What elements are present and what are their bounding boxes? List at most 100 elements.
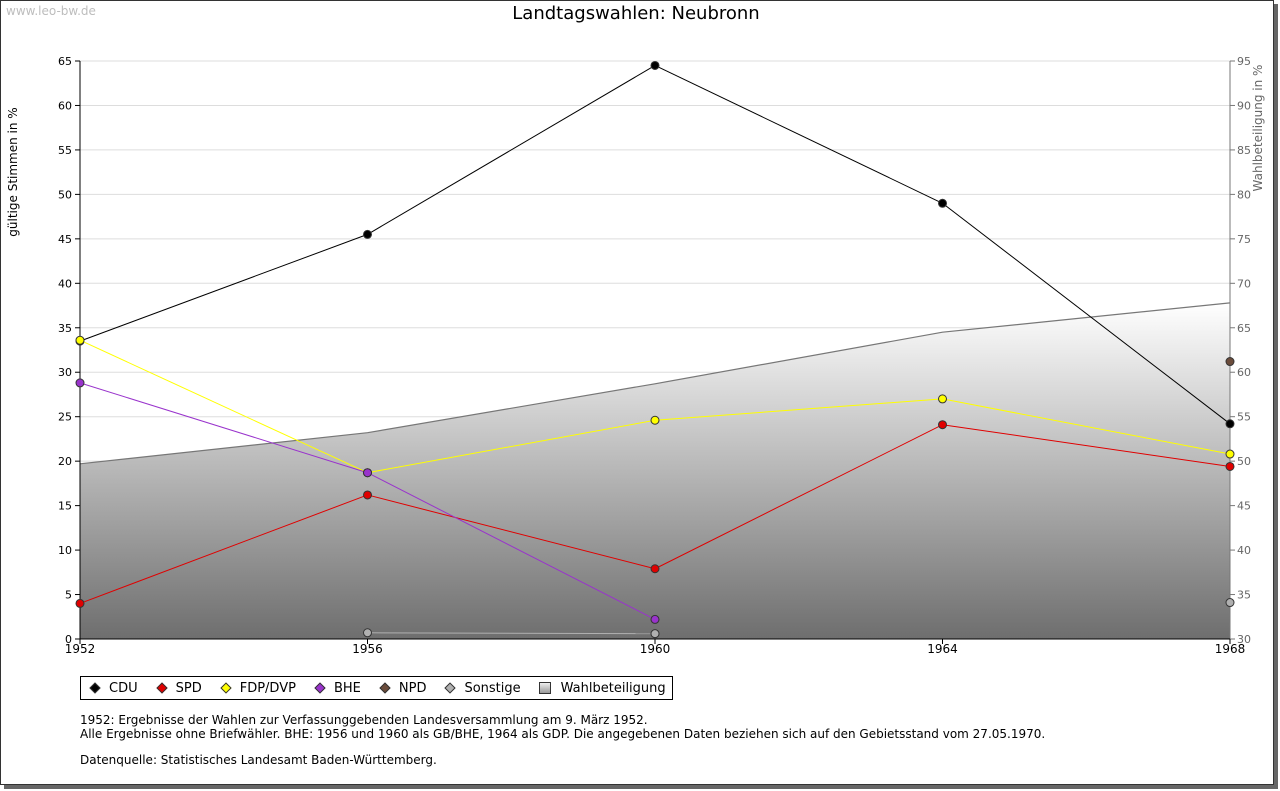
series-segment-cdu [367,65,656,235]
y2-tick-label: 70 [1237,277,1251,290]
data-point-cdu [650,60,660,70]
legend-label: NPD [398,680,427,696]
y-tick-label: 10 [58,544,72,557]
y2-tick-label: 50 [1237,455,1251,468]
data-point-fdpdvp [75,335,85,345]
data-point-sonstige [650,629,660,639]
y-tick-label: 0 [65,633,72,646]
series-segment-spd [942,424,1231,467]
data-point-spd [1225,461,1235,471]
data-point-spd [363,490,372,500]
series-segment-bhe [79,382,368,474]
y-tick-label: 30 [58,366,72,379]
series-segment-sonstige [367,632,656,635]
y2-tick-label: 65 [1237,322,1251,335]
y2-tick-label: 55 [1237,411,1251,424]
watermark: www.leo-bw.de [6,4,96,18]
y-tick-label: 60 [58,99,72,112]
legend-swatch [89,682,101,694]
y2-tick-label: 95 [1237,55,1251,68]
footnotes: 1952: Ergebnisse der Wahlen zur Verfassu… [80,713,1045,767]
footnote-1952: 1952: Ergebnisse der Wahlen zur Verfassu… [80,713,648,727]
y-tick-label: 5 [65,589,72,602]
legend-swatch [538,682,551,694]
y-tick-label: 15 [58,500,72,513]
legend-item: FDP/DVP [216,681,296,696]
data-point-cdu [1225,419,1235,429]
series-segment-fdpdvp [942,398,1231,455]
series-segment-bhe [367,472,656,620]
y-tick-label: 45 [58,233,72,246]
chart-title: Landtagswahlen: Neubronn [512,3,760,24]
y2-tick-label: 90 [1237,99,1251,112]
legend-item: BHE [310,681,361,696]
legend-swatch [444,682,457,694]
series-segment-cdu [79,233,368,342]
y-tick-label: 40 [58,277,72,290]
data-point-spd [650,564,660,574]
series-segment-cdu [942,202,1231,425]
y2-tick-label: 45 [1237,500,1251,513]
legend-item: CDU [85,681,138,696]
legend-label: Sonstige [464,680,521,696]
x-tick-label: 1964 [927,642,958,656]
series-segment-fdpdvp [654,398,943,421]
legend-item: NPD [375,680,427,696]
data-point-spd [75,598,85,608]
y2-axis-label: Wahlbeteiligung in % [1251,65,1265,192]
y-tick-label: 20 [58,455,72,468]
y-tick-label: 55 [58,144,72,157]
legend-item: Wahlbeteiligung [535,681,666,696]
data-point-sonstige [363,628,372,638]
data-point-cdu [938,198,947,208]
data-point-cdu [363,229,372,239]
y2-tick-label: 75 [1237,233,1251,246]
legend-label: SPD [175,680,202,696]
legend-swatch [220,682,232,694]
data-point-bhe [363,468,372,478]
x-tick-label: 1960 [640,642,671,656]
data-point-fdpdvp [650,415,660,425]
data-point-spd [938,420,947,430]
x-tick-label: 1968 [1215,642,1246,656]
legend-label: Wahlbeteiligung [560,680,666,696]
legend-label: CDU [109,680,138,696]
series-segment-spd [654,424,943,570]
x-tick-label: 1952 [65,642,96,656]
legend-swatch [379,682,391,694]
series-segment-spd [79,494,368,604]
series-segment-fdpdvp [367,419,656,474]
y2-tick-label: 80 [1237,188,1251,201]
y2-tick-label: 35 [1237,589,1251,602]
data-source: Datenquelle: Statistisches Landesamt Bad… [80,753,437,767]
chart-plot: 0 5 10 15 20 25 30 35 40 45 50 55 60 65 30 35 40 45 50 55 60… [6,55,1265,656]
legend-swatch [314,682,326,694]
legend-label: FDP/DVP [239,680,296,696]
y-tick-label: 50 [58,188,72,201]
y-axis-label: gültige Stimmen in % [6,107,20,236]
legend-item: SPD [152,681,202,696]
data-point-fdpdvp [938,394,947,404]
y2-tick-label: 30 [1237,633,1251,646]
data-point-fdpdvp [1225,449,1235,459]
legend-label: BHE [333,680,361,696]
series-segment-spd [367,494,656,570]
series-segment-cdu [654,64,943,204]
legend-swatch [155,682,168,694]
series-segment-fdpdvp [79,339,368,474]
y-tick-label: 35 [58,322,72,335]
data-point-sonstige [1225,598,1235,608]
x-tick-label: 1956 [352,642,383,656]
data-point-npd [1225,357,1235,367]
turnout-area [80,302,1230,639]
y2-tick-label: 60 [1237,366,1251,379]
y-tick-label: 25 [58,411,72,424]
y-tick-label: 65 [58,55,72,68]
legend: CDU SPD FDP/DVP BHE NPD Sonstige Wahlbeteiligu… [80,676,673,700]
y2-tick-label: 40 [1237,544,1251,557]
data-point-bhe [75,378,85,388]
data-point-bhe [650,614,660,624]
legend-item: Sonstige [440,680,521,696]
footnote-general: Alle Ergebnisse ohne Briefwähler. BHE: 1… [80,727,1046,741]
y2-tick-label: 85 [1237,144,1251,157]
